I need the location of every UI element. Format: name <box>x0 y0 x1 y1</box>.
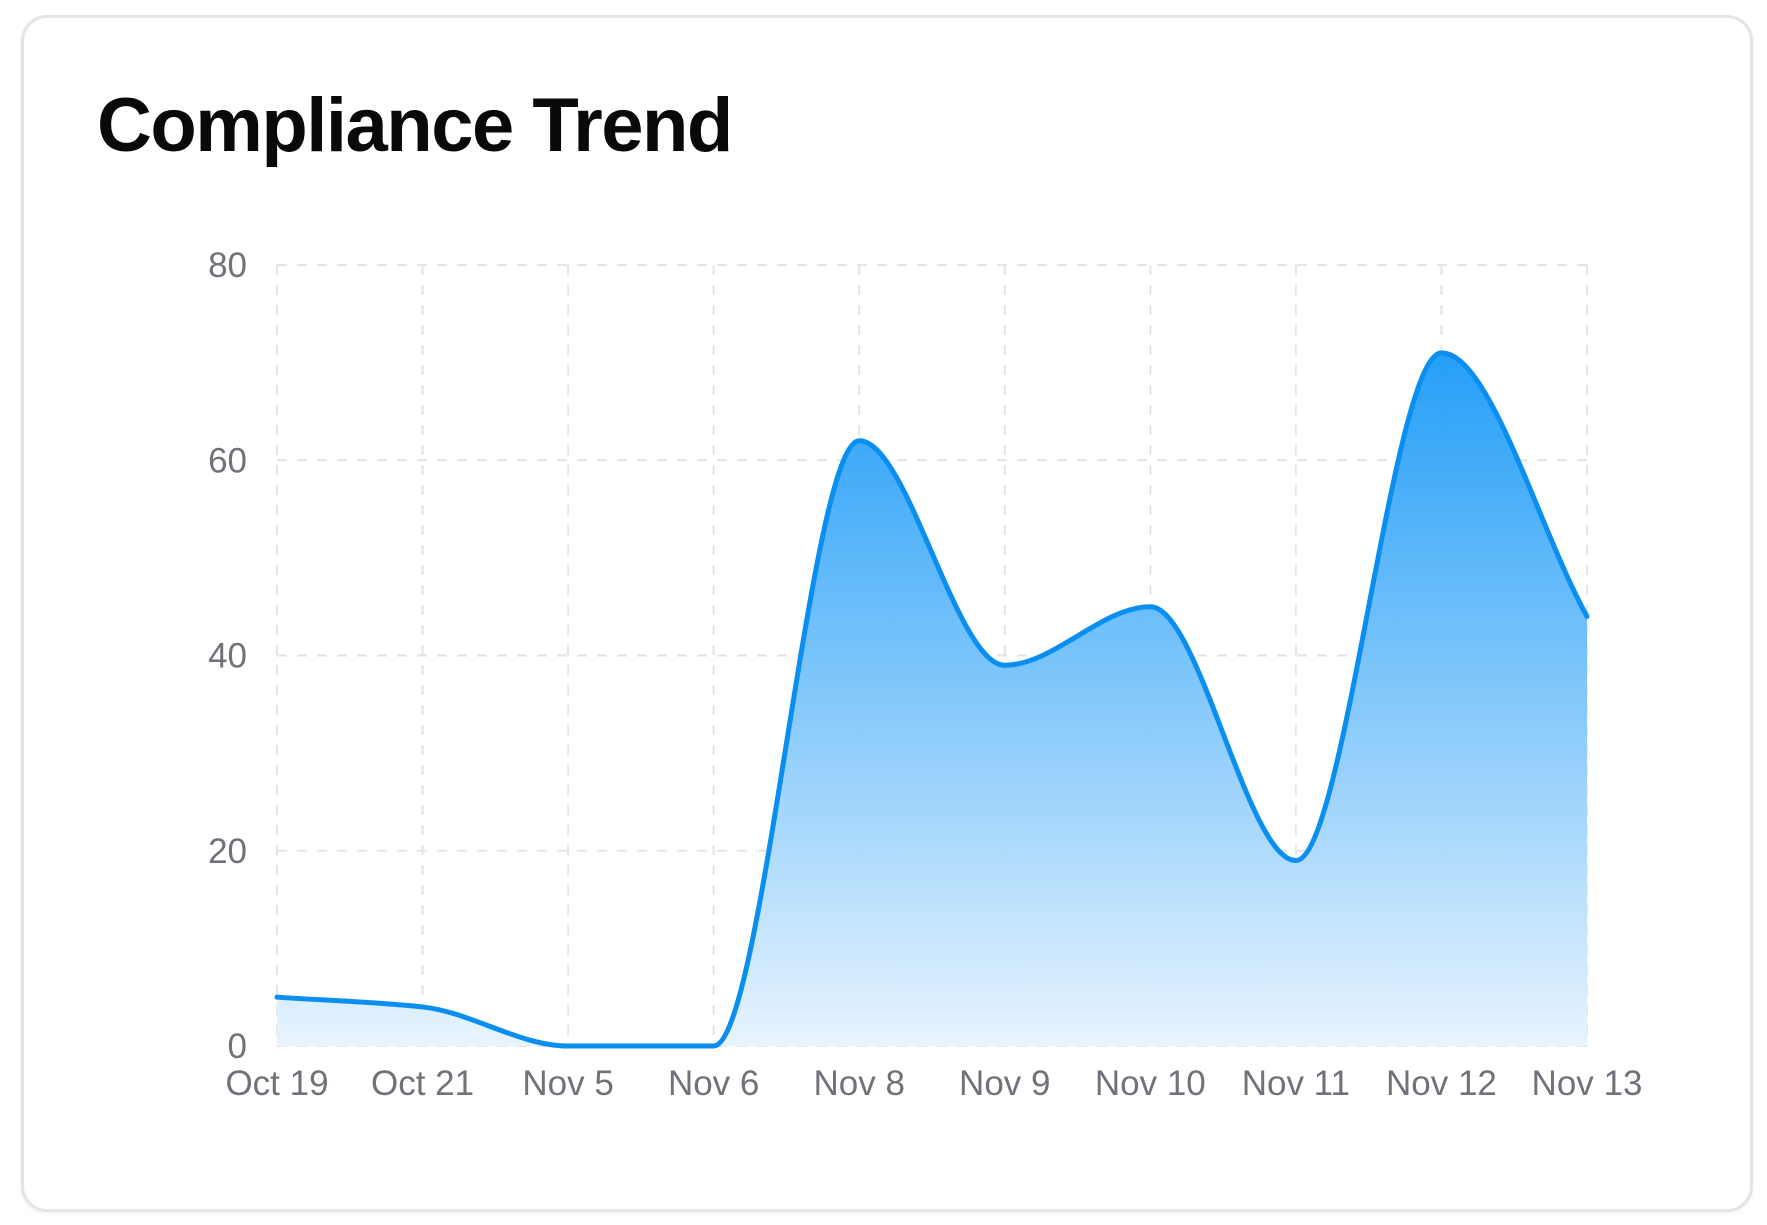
line-layer <box>274 350 1590 1049</box>
data-point <box>274 994 280 1000</box>
chart-title: Compliance Trend <box>97 83 733 168</box>
data-point <box>1293 858 1299 864</box>
y-axis: 0 20 40 60 80 <box>208 246 247 1066</box>
data-point <box>1584 613 1590 619</box>
y-tick-label: 0 <box>228 1027 247 1066</box>
x-axis: Oct 19 Oct 21 Nov 5 Nov 6 Nov 8 Nov 9 Nov 10 No… <box>225 1064 1642 1103</box>
data-point <box>711 1043 717 1049</box>
series-area <box>277 352 1587 1046</box>
data-point <box>1147 604 1153 610</box>
series-line <box>274 350 1590 1049</box>
x-tick-label: Nov 12 <box>1386 1064 1497 1103</box>
x-tick-label: Nov 9 <box>959 1064 1050 1103</box>
data-point <box>856 438 862 444</box>
y-tick-label: 60 <box>208 441 247 480</box>
x-tick-label: Nov 8 <box>814 1064 905 1103</box>
x-tick-label: Oct 19 <box>225 1064 328 1103</box>
data-point <box>1002 662 1008 668</box>
x-tick-label: Oct 21 <box>371 1064 474 1103</box>
area-layer <box>277 352 1587 1046</box>
y-tick-label: 40 <box>208 637 247 676</box>
x-tick-label: Nov 6 <box>668 1064 759 1103</box>
y-tick-label: 80 <box>208 246 247 285</box>
data-point <box>1438 350 1444 356</box>
x-tick-label: Nov 13 <box>1532 1064 1643 1103</box>
y-tick-label: 20 <box>208 832 247 871</box>
data-point <box>565 1043 571 1049</box>
x-tick-label: Nov 5 <box>522 1064 613 1103</box>
x-tick-label: Nov 11 <box>1242 1064 1350 1103</box>
x-tick-label: Nov 10 <box>1095 1064 1206 1103</box>
data-point <box>420 1004 426 1010</box>
